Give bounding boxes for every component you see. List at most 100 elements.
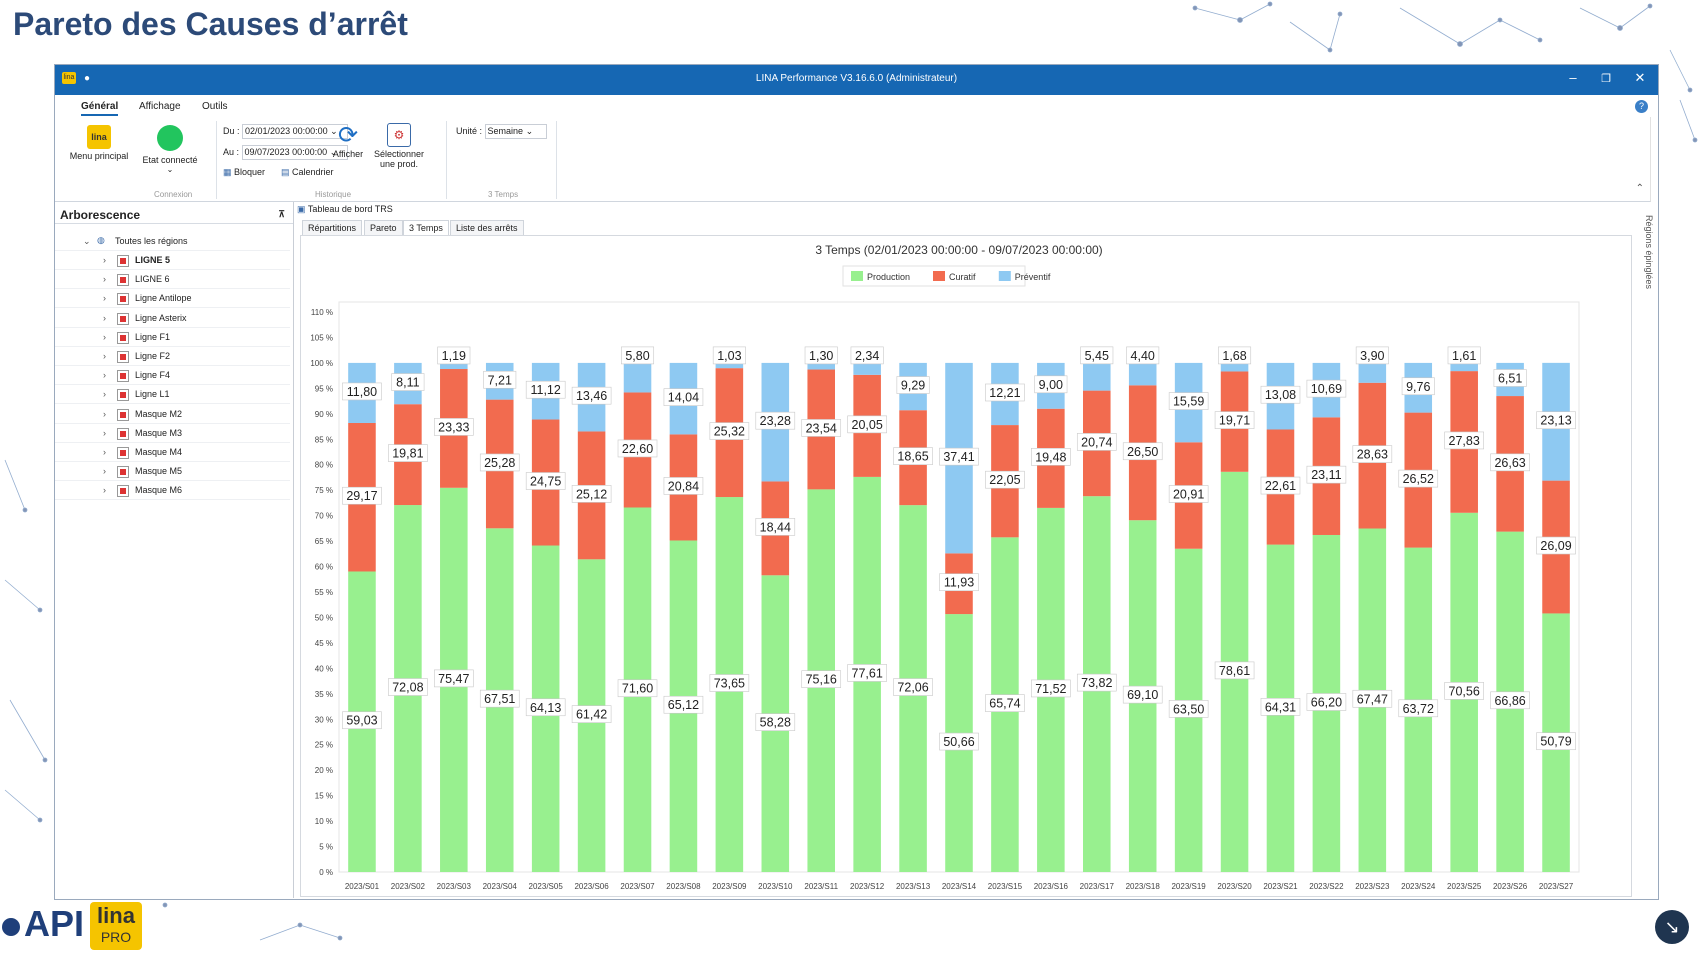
collapse-ribbon-icon[interactable]: ⌃ — [1635, 183, 1644, 194]
data-label: 37,41 — [943, 450, 974, 464]
pin-icon[interactable]: ● — [84, 73, 91, 84]
data-label-box — [663, 477, 704, 495]
data-label: 23,13 — [1540, 414, 1571, 428]
chevron-right-icon[interactable]: › — [103, 447, 106, 457]
tree-root-label: Toutes les régions — [115, 236, 188, 246]
data-label-box — [1034, 375, 1068, 394]
stacked-bar-chart: 3 Temps (02/01/2023 00:00:00 - 09/07/202… — [310, 243, 1580, 891]
data-label-box — [1080, 346, 1114, 365]
chevron-right-icon[interactable]: › — [103, 389, 106, 400]
production-line-icon — [117, 351, 129, 363]
y-tick-label: 30 % — [315, 715, 333, 724]
chevron-right-icon[interactable]: › — [103, 312, 106, 323]
tree-root[interactable]: ⌄ ◍ Toutes les régions — [55, 232, 290, 251]
tab-affichage[interactable]: Affichage — [139, 101, 181, 112]
close-button[interactable]: ✕ — [1634, 70, 1646, 85]
data-label-box — [1306, 465, 1347, 484]
next-slide-arrow-icon[interactable]: ↘ — [1655, 910, 1689, 944]
afficher-label: Afficher — [332, 149, 364, 159]
data-label: 14,04 — [668, 391, 699, 405]
tree-item[interactable]: › Ligne F1 — [55, 328, 290, 347]
data-label: 4,40 — [1131, 349, 1155, 363]
data-label: 13,46 — [576, 389, 607, 403]
data-label: 9,76 — [1406, 380, 1430, 394]
tree-item[interactable]: › Ligne L1 — [55, 385, 290, 405]
selectionner-prod-button[interactable]: ⚙ Sélectionner une prod. — [371, 123, 427, 169]
calendrier-button[interactable]: ▤ Calendrier — [281, 167, 334, 178]
y-tick-label: 100 % — [310, 359, 333, 368]
document-tab[interactable]: ▣ Tableau de bord TRS — [297, 204, 393, 215]
tree-item[interactable]: › Ligne F2 — [55, 347, 290, 366]
data-label: 18,65 — [897, 450, 928, 464]
bloquer-label: Bloquer — [234, 167, 266, 177]
tab-repartitions[interactable]: Répartitions — [302, 220, 363, 236]
legend-label: Curatif — [949, 272, 976, 282]
chevron-right-icon[interactable]: › — [103, 485, 106, 496]
tree-item[interactable]: › Masque M2 — [55, 405, 290, 424]
chevron-right-icon[interactable]: › — [103, 370, 106, 381]
date-from-field: Du : 02/01/2023 00:00:00 ⌄ — [223, 124, 349, 139]
chevron-right-icon[interactable]: › — [103, 408, 106, 419]
data-label: 1,19 — [442, 349, 466, 363]
tab-pareto[interactable]: Pareto — [364, 220, 403, 236]
tree-item[interactable]: › Ligne F4 — [55, 366, 290, 386]
connection-status-icon — [157, 125, 183, 151]
chevron-right-icon[interactable]: › — [103, 274, 106, 285]
chevron-right-icon[interactable]: › — [103, 351, 106, 361]
minimize-button[interactable]: – — [1569, 70, 1577, 85]
tab-liste-arrets[interactable]: Liste des arrêts — [450, 220, 524, 236]
tab-outils[interactable]: Outils — [202, 101, 228, 112]
chevron-right-icon[interactable]: › — [103, 466, 106, 477]
tree-item[interactable]: › Ligne Antilope — [55, 289, 290, 309]
data-label: 72,06 — [897, 681, 928, 695]
afficher-button[interactable]: ⟳ Afficher — [327, 122, 369, 160]
data-label-box — [1444, 431, 1484, 450]
data-label: 67,47 — [1357, 692, 1388, 706]
date-to-input[interactable]: 09/07/2023 00:00:00 ⌄ — [241, 145, 348, 160]
window-title: LINA Performance V3.16.6.0 (Administrate… — [755, 73, 958, 84]
data-label-box — [1076, 673, 1117, 692]
data-label-box — [847, 415, 887, 434]
date-from-input[interactable]: 02/01/2023 00:00:00 ⌄ — [242, 124, 349, 139]
data-label: 66,20 — [1311, 695, 1342, 709]
x-tick-label: 2023/S11 — [804, 882, 838, 891]
chevron-down-icon[interactable]: ⌄ — [83, 236, 91, 246]
etat-connecte-button[interactable]: Etat connecté ⌄ — [140, 125, 200, 174]
tree-item[interactable]: › Masque M3 — [55, 424, 290, 443]
tree-item[interactable]: › Masque M6 — [55, 481, 290, 501]
y-tick-label: 90 % — [315, 410, 333, 419]
chevron-right-icon[interactable]: › — [103, 427, 106, 438]
menu-principal-button[interactable]: lina Menu principal — [69, 125, 129, 161]
data-label-box — [939, 732, 979, 751]
chevron-right-icon[interactable]: › — [103, 255, 106, 265]
data-label-box — [1122, 442, 1163, 461]
chevron-right-icon[interactable]: › — [103, 293, 106, 304]
chevron-right-icon[interactable]: › — [103, 331, 106, 342]
y-tick-label: 55 % — [315, 588, 333, 597]
data-label: 22,61 — [1265, 479, 1296, 493]
tree-item[interactable]: › Ligne Asterix — [55, 309, 290, 328]
pin-panel-icon[interactable]: ⊼ — [278, 209, 285, 219]
menu-bar: Général Affichage Outils ? — [55, 95, 1658, 117]
chart-title: 3 Temps (02/01/2023 00:00:00 - 09/07/202… — [815, 243, 1102, 257]
data-label: 65,74 — [989, 697, 1020, 711]
unite-select[interactable]: Semaine ⌄ — [484, 124, 547, 139]
refresh-icon: ⟳ — [337, 122, 359, 149]
regions-epinglees-panel[interactable]: Régions épinglées — [1644, 215, 1654, 290]
tab-general[interactable]: Général — [81, 101, 119, 116]
help-icon[interactable]: ? — [1635, 100, 1648, 113]
tree-item[interactable]: › Masque M4 — [55, 443, 290, 462]
x-tick-label: 2023/S24 — [1401, 882, 1436, 891]
tree-item[interactable]: › Masque M5 — [55, 462, 290, 482]
ribbon-separator — [216, 121, 217, 199]
tree-item-label: Masque M5 — [135, 466, 183, 477]
restore-button[interactable]: ❐ — [1601, 73, 1611, 85]
data-label-box — [893, 678, 933, 696]
tab-3-temps[interactable]: 3 Temps — [403, 220, 449, 236]
bloquer-button[interactable]: ▦ Bloquer — [223, 167, 265, 178]
data-label: 1,03 — [717, 349, 741, 363]
data-label: 23,11 — [1311, 468, 1341, 482]
x-tick-label: 2023/S12 — [850, 882, 885, 891]
tree-item[interactable]: › LIGNE 5 — [55, 251, 290, 270]
tree-item[interactable]: › LIGNE 6 — [55, 270, 290, 290]
